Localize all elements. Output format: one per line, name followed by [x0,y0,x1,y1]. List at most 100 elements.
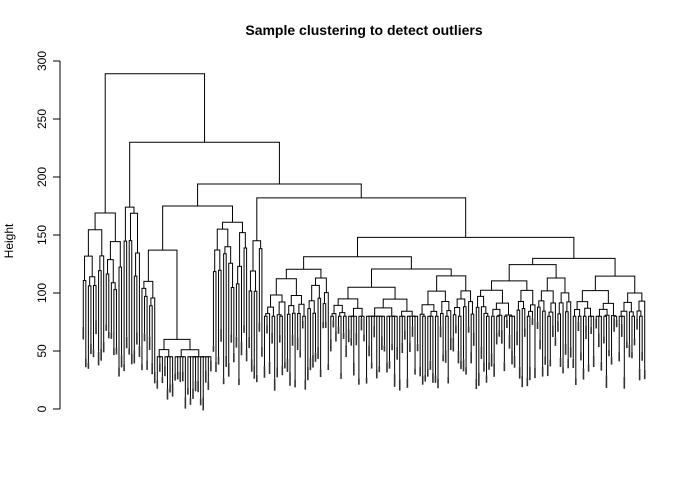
dendrogram-merge [135,252,140,346]
dendrogram-merge [584,307,591,317]
dendrogram-merge [216,228,229,250]
dendrogram-merge [371,315,375,363]
dendrogram-merge [128,240,133,354]
dendrogram-merge [322,303,327,322]
dendrogram-merge [613,315,618,320]
dendrogram-merge [270,294,283,308]
dendrogram-merge [631,315,636,352]
dendrogram-merge [508,264,557,281]
dendrogram-merge [276,314,282,368]
dendrogram-merge [557,313,562,358]
dendrogram-merge [333,304,343,314]
dendrogram-merge [480,289,503,304]
dendrogram-merge [243,247,248,350]
dendrogram-merge [538,300,545,312]
dendrogram-merge [572,315,577,379]
dendrogram-merge [235,283,240,379]
dendrogram-merge [576,301,589,310]
dendrogram-merge [445,315,449,378]
dendrogram-merge [214,249,221,272]
dendrogram-merge [109,241,121,268]
dendrogram-merge [292,312,296,380]
dendrogram-merge [381,315,385,346]
dendrogram-merge [621,315,625,377]
dendrogram-merge [350,315,355,363]
dendrogram-merge [94,212,116,242]
dendrogram-merge [475,306,480,379]
dendrogram-merge [298,303,305,317]
dendrogram-merge [110,282,116,333]
dendrogram-merge [503,315,508,363]
dendrogram-merge [520,289,534,305]
dendrogram-merge [602,302,614,316]
dendrogram-merge [460,290,472,302]
dendrogram-merge [577,315,582,353]
dendrogram-merge [288,305,295,315]
dendrogram-merge [491,315,495,364]
dendrogram-merge [286,313,291,373]
dendrogram-merge [279,315,283,366]
dendrogram-merge [540,290,554,304]
dendrogram-merge [521,308,526,376]
dendrogram-merge [197,183,362,206]
y-axis: 0 50 100 150 200 250 300 [35,51,61,412]
dendrogram-merge [550,302,556,338]
dendrogram-merge [312,312,317,355]
dendrogram-merge [133,275,138,351]
dendrogram-merge [253,290,258,375]
dendrogram-merge [267,306,274,317]
dendrogram-merge [182,356,186,398]
dendrogram-merge [303,256,412,270]
dendrogram-merge [82,279,87,359]
dendrogram-merge [636,310,642,319]
dendrogram-merge [566,301,572,347]
dendrogram-merge [639,315,643,369]
dendrogram-merge [581,290,609,304]
dendrogram-merge [105,273,110,332]
dendrogram-merge [98,270,102,352]
dendrogram-merge [422,315,426,376]
dendrogram-merge [113,289,117,349]
dendrogram-merge [446,310,452,338]
dendrogram-merge [164,356,168,389]
dendrogram-merge [343,315,347,346]
dendrogram-merge [454,306,461,317]
dendrogram-merge [411,315,416,369]
dendrogram-merge [470,313,475,352]
dendrogram-merge [143,280,154,298]
dendrogram-merge [496,315,500,333]
y-tick-label: 200 [35,167,49,187]
dendrogram-merge [542,310,546,367]
dendrogram-merge [222,221,243,233]
dendrogram-merge [147,249,178,340]
dendrogram-merge [558,302,564,367]
dendrogram-merge [480,306,487,347]
dendrogram-merge [275,278,297,296]
dendrogram-merge [427,315,431,370]
dendrogram-merge [330,315,334,340]
dendrogram-merge [218,269,222,357]
dendrogram-merge [248,290,253,360]
y-tick-label: 0 [35,405,49,412]
dendrogram-merge [212,271,217,362]
dendrogram-merge [99,255,105,343]
dendrogram-merge [532,257,616,277]
dendrogram-merge [348,315,353,330]
dendrogram-merge [477,295,485,308]
dendrogram-merge [187,356,191,398]
dendrogram-merge [620,310,628,342]
dendrogram-merge [526,315,531,378]
dendrogram-merge [129,212,139,254]
dendrogram-merge [308,300,315,314]
dendrogram-merge [200,356,204,399]
dendrogram-merge [92,284,97,350]
dendrogram-merge [485,315,490,376]
dendrogram-merge [516,309,521,367]
dendrogram-merge [311,284,320,301]
dendrogram-merge [87,229,103,257]
dendrogram-merge [176,356,181,373]
dendrogram-merge [141,287,147,365]
dendrogram-merge [452,314,457,338]
dendrogram-merge [317,297,322,370]
